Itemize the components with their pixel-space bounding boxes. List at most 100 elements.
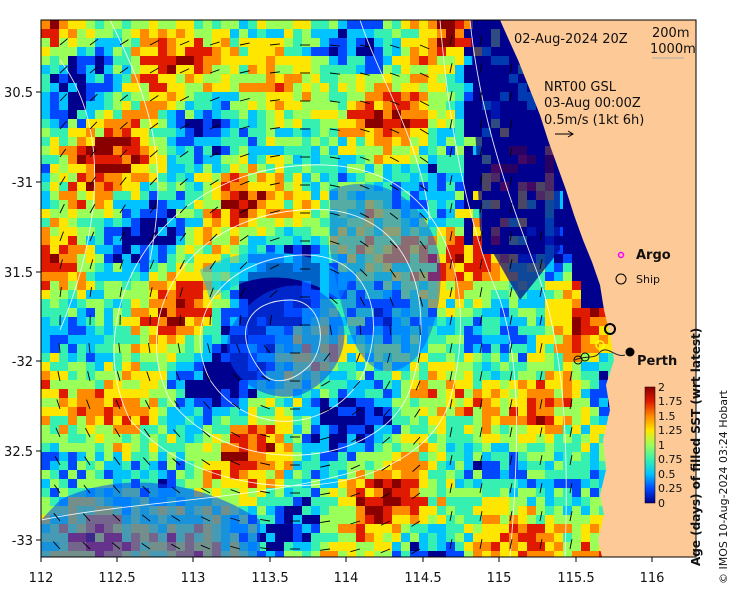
sst-cell <box>239 182 248 191</box>
sst-cell <box>86 389 95 398</box>
sst-cell <box>581 506 590 515</box>
sst-cell <box>527 326 536 335</box>
current-arrow <box>89 204 96 214</box>
sst-cell <box>284 128 293 137</box>
sst-cell <box>302 470 311 479</box>
sst-cell <box>149 65 158 74</box>
sst-cell <box>248 29 257 38</box>
current-arrow <box>239 70 250 74</box>
sst-cell <box>140 20 149 29</box>
sst-cell <box>437 101 446 110</box>
sst-cell <box>212 218 221 227</box>
sst-cell <box>167 200 176 209</box>
sst-cell <box>473 200 482 209</box>
sst-cell <box>266 515 275 524</box>
sst-cell <box>356 191 365 200</box>
sst-cell <box>158 164 167 173</box>
sst-cell <box>518 506 527 515</box>
sst-cell <box>257 200 266 209</box>
sst-cell <box>437 137 446 146</box>
sst-cell <box>275 407 284 416</box>
sst-cell <box>68 20 77 29</box>
sst-cell <box>509 371 518 380</box>
sst-cell <box>86 218 95 227</box>
sst-cell <box>356 533 365 542</box>
x-tick-112: 112 <box>29 571 54 586</box>
sst-cell <box>509 326 518 335</box>
sst-cell <box>518 371 527 380</box>
sst-cell <box>284 164 293 173</box>
sst-cell <box>50 47 59 56</box>
sst-cell <box>194 128 203 137</box>
sst-cell <box>356 200 365 209</box>
sst-cell <box>338 164 347 173</box>
sst-cell <box>554 515 563 524</box>
sst-cell <box>374 308 383 317</box>
sst-cell <box>248 461 257 470</box>
sst-cell <box>329 146 338 155</box>
sst-cell <box>320 29 329 38</box>
sst-cell <box>158 344 167 353</box>
sst-cell <box>86 416 95 425</box>
sst-cell <box>140 380 149 389</box>
sst-cell <box>140 218 149 227</box>
sst-cell <box>77 20 86 29</box>
sst-cell <box>50 290 59 299</box>
sst-cell <box>392 227 401 236</box>
sst-cell <box>338 56 347 65</box>
sst-cell <box>365 398 374 407</box>
sst-cell <box>518 470 527 479</box>
sst-cell <box>59 425 68 434</box>
sst-cell <box>527 452 536 461</box>
sst-cell <box>41 272 50 281</box>
sst-cell <box>365 119 374 128</box>
sst-cell <box>50 146 59 155</box>
sst-cell <box>500 497 509 506</box>
sst-cell <box>410 551 419 557</box>
sst-cell <box>266 182 275 191</box>
sst-cell <box>50 200 59 209</box>
sst-cell <box>401 389 410 398</box>
sst-cell <box>212 200 221 209</box>
current-arrow <box>204 372 211 382</box>
sst-cell <box>419 245 428 254</box>
current-arrow <box>171 543 181 550</box>
sst-cell <box>257 137 266 146</box>
sst-cell <box>185 380 194 389</box>
sst-cell <box>419 209 428 218</box>
sst-cell <box>302 110 311 119</box>
sst-cell <box>383 308 392 317</box>
isobath-label-1000m: 1000m <box>650 42 696 57</box>
sst-cell <box>572 452 581 461</box>
sst-cell <box>275 488 284 497</box>
sst-cell <box>239 209 248 218</box>
sst-cell <box>554 281 563 290</box>
sst-cell <box>41 407 50 416</box>
sst-cell <box>545 515 554 524</box>
sst-cell <box>248 425 257 434</box>
sst-cell <box>338 434 347 443</box>
sst-cell <box>68 200 77 209</box>
sst-cell <box>212 362 221 371</box>
current-time: 03-Aug 00:00Z <box>544 96 641 111</box>
sst-cell <box>347 506 356 515</box>
sst-cell <box>338 137 347 146</box>
sst-cell <box>203 92 212 101</box>
sst-cell <box>140 119 149 128</box>
sst-cell <box>50 389 59 398</box>
current-arrow <box>389 72 400 77</box>
sst-cell <box>383 470 392 479</box>
sst-cell <box>248 416 257 425</box>
current-arrow <box>350 464 361 470</box>
sst-cell <box>95 245 104 254</box>
sst-cell <box>158 65 167 74</box>
sst-cell <box>374 542 383 551</box>
sst-cell <box>212 344 221 353</box>
current-arrow <box>509 231 513 242</box>
current-arrow <box>479 175 483 186</box>
sst-cell <box>41 236 50 245</box>
sst-cell <box>275 164 284 173</box>
sst-cell <box>365 146 374 155</box>
sst-cell <box>581 488 590 497</box>
sst-cell <box>68 101 77 110</box>
